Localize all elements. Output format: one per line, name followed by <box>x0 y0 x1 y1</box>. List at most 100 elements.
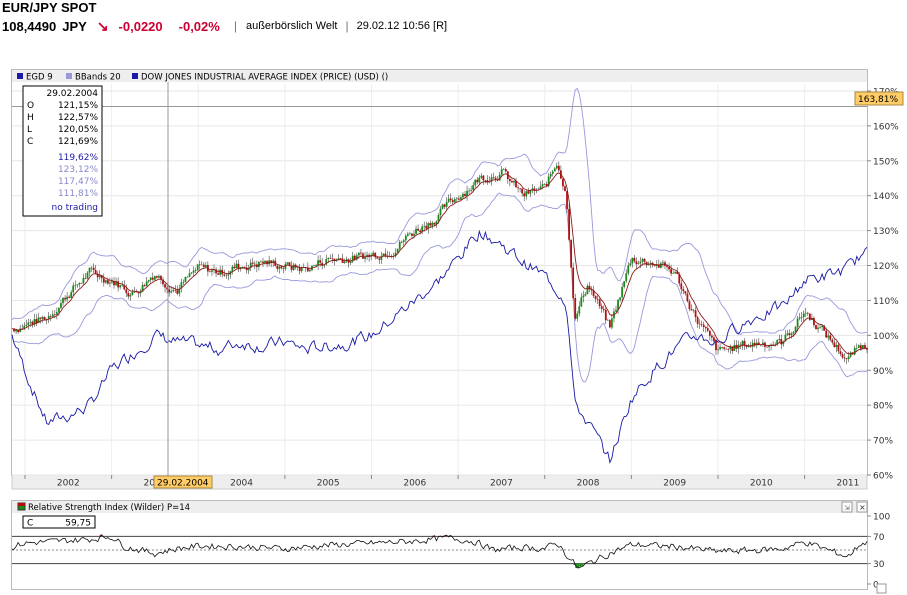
candle-body <box>129 294 132 297</box>
candle-body <box>580 297 583 307</box>
candle-body <box>841 354 844 358</box>
candle-body <box>376 257 379 259</box>
legend-swatch-bbands <box>66 73 72 79</box>
candle-body <box>539 186 542 190</box>
candle-body <box>794 326 797 333</box>
candle-body <box>439 208 442 216</box>
candle-body <box>813 318 815 326</box>
candle-body <box>678 274 681 284</box>
expand-icon[interactable] <box>841 501 853 513</box>
candle-body <box>162 279 164 285</box>
candle-body <box>53 314 56 315</box>
candle-body <box>243 266 246 268</box>
candle-body <box>706 328 709 331</box>
candle-body <box>249 262 252 269</box>
candle-body <box>217 273 219 275</box>
candle-body <box>847 356 850 360</box>
candle-body <box>588 285 591 290</box>
candle-body <box>727 349 730 350</box>
candle-body <box>441 204 444 209</box>
candle-body <box>353 255 356 260</box>
candle-body <box>41 316 44 319</box>
candle-body <box>260 261 262 263</box>
candle-body <box>82 278 85 284</box>
candle-body <box>470 189 473 191</box>
rsi-tick-label: 70 <box>873 533 885 543</box>
candle-body <box>788 333 791 335</box>
candle-body <box>800 316 803 318</box>
candle-body <box>204 264 207 267</box>
candle-body <box>258 261 260 268</box>
candle-body <box>409 233 411 235</box>
candle-body <box>262 261 264 264</box>
scroll-button[interactable] <box>876 583 887 594</box>
candle-body <box>733 344 736 352</box>
candle-body <box>692 310 695 311</box>
candle-body <box>272 260 275 263</box>
candle-body <box>349 261 352 263</box>
rsi-tick-label: 30 <box>873 560 885 570</box>
candle-body <box>545 183 548 186</box>
candle-body <box>86 272 89 279</box>
rsi-oversold-fill <box>577 563 580 568</box>
candle-body <box>680 283 683 290</box>
candle-body <box>164 284 166 288</box>
candle-body <box>435 221 438 225</box>
scroll-button-box[interactable] <box>876 583 887 594</box>
candle-body <box>160 275 162 280</box>
candle-body <box>35 319 38 323</box>
candle-body <box>337 258 340 260</box>
candle-body <box>364 256 366 259</box>
candle-body <box>66 296 68 300</box>
candle-body <box>462 193 464 198</box>
close-icon[interactable] <box>856 501 868 513</box>
candle-body <box>158 275 160 278</box>
candle-body <box>166 287 168 290</box>
panel-buttons[interactable]: ⇲ × <box>841 501 868 513</box>
candle-body <box>37 317 40 323</box>
candle-body <box>143 285 146 286</box>
candle-body <box>480 175 483 178</box>
candle-body <box>266 260 268 265</box>
candle-body <box>123 285 126 290</box>
candle-body <box>74 285 77 286</box>
candle-body <box>684 291 687 294</box>
candle-body <box>276 265 279 269</box>
candle-body <box>176 290 179 294</box>
candle-body <box>104 280 107 283</box>
candle-body <box>178 288 181 294</box>
candle-body <box>590 289 593 291</box>
close-icon-glyph: × <box>859 503 866 512</box>
x-tick-label: 2010 <box>750 479 773 489</box>
candle-body <box>464 193 466 196</box>
market-label: außerbörslich Welt <box>245 20 338 32</box>
candle-body <box>153 276 156 280</box>
candle-body <box>578 306 581 314</box>
candle-body <box>76 284 79 286</box>
candle-body <box>711 335 713 338</box>
candle-body <box>423 225 426 227</box>
candle-body <box>300 267 303 272</box>
x-tick-label: 2009 <box>663 479 686 489</box>
candle-body <box>745 346 748 348</box>
candle-body <box>831 339 834 343</box>
candle-body <box>708 330 711 336</box>
candle-body <box>325 259 328 265</box>
candle-body <box>296 267 299 268</box>
candle-body <box>453 199 456 203</box>
candle-body <box>313 265 315 267</box>
candle-body <box>247 268 250 271</box>
candle-body <box>209 271 211 273</box>
candle-body <box>117 281 120 288</box>
candle-body <box>29 321 32 323</box>
x-tick-label: 2011 <box>836 479 859 489</box>
candle-body <box>421 226 424 233</box>
candle-body <box>786 333 789 335</box>
candle-body <box>755 342 758 346</box>
candle-body <box>72 285 75 293</box>
candle-body <box>502 169 505 170</box>
ohlc-no-trading: no trading <box>52 203 98 213</box>
rsi-title: Relative Strength Index (Wilder) P=14 <box>28 503 190 513</box>
candle-body <box>715 341 717 351</box>
y-tick-label: 110% <box>873 297 899 307</box>
